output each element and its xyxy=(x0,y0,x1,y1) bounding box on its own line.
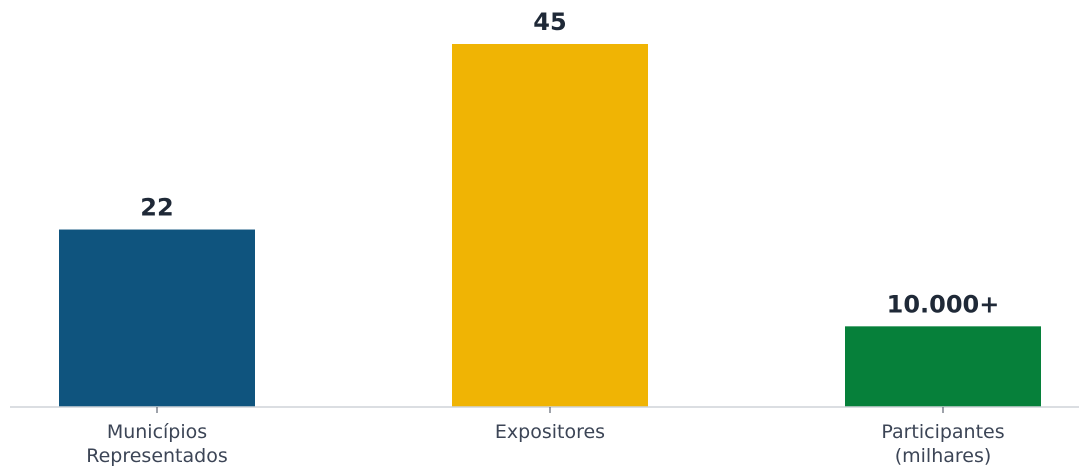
x-tick-label-2-line-1: (milhares) xyxy=(895,445,992,466)
bar-0 xyxy=(59,229,255,407)
bar-value-label-0: 22 xyxy=(140,194,173,222)
bar-value-label-2: 10.000+ xyxy=(887,290,1000,318)
bar-value-label-1: 45 xyxy=(533,8,566,36)
x-tick-label-1-line-0: Expositores xyxy=(495,421,605,443)
x-ticks-group xyxy=(156,407,944,413)
bars-group xyxy=(59,44,1041,407)
value-labels-group: 22 45 10.000+ xyxy=(140,8,999,318)
bar-2 xyxy=(845,326,1041,407)
x-tick-label-0-line-1: Representados xyxy=(86,445,228,466)
x-tick-label-2-line-0: Participantes xyxy=(881,421,1004,443)
bar-1 xyxy=(452,44,648,407)
x-tick-label-0-line-0: Municípios xyxy=(107,421,207,443)
